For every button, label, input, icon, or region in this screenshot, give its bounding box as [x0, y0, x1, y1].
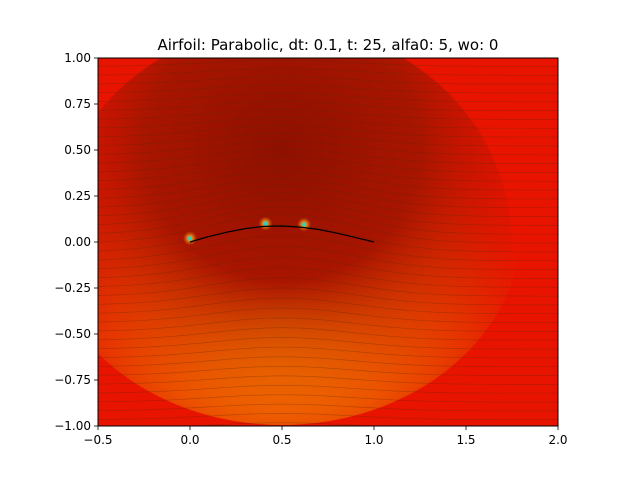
x-tick-label: 2.0 [548, 433, 567, 447]
streamline [98, 375, 558, 385]
streamline [98, 84, 558, 94]
streamline [98, 317, 558, 332]
streamlines [98, 59, 558, 426]
x-tick-label: 0.0 [180, 433, 199, 447]
y-axis: −1.00 −0.75 −0.50 −0.25 0.00 0.25 0.50 0.75 1.00 [54, 51, 98, 433]
streamline [98, 256, 558, 279]
streamline [98, 346, 558, 359]
x-tick-label: 1.5 [456, 433, 475, 447]
streamline [98, 403, 558, 412]
streamline [98, 140, 558, 156]
streamline [183, 422, 381, 426]
hot-spot-marker [188, 236, 192, 241]
streamline [98, 100, 558, 111]
streamline [98, 206, 558, 235]
x-tick-label: −0.5 [83, 433, 112, 447]
streamline [98, 267, 558, 288]
streamline [98, 68, 558, 76]
streamline [98, 413, 558, 421]
streamline [98, 224, 558, 253]
y-tick-label: −0.75 [54, 373, 91, 387]
streamline [98, 277, 558, 297]
streamline [98, 59, 558, 67]
streamline [98, 199, 558, 226]
streamline [98, 185, 558, 209]
plot-area [98, 58, 558, 426]
streamline [98, 192, 558, 217]
streamline [98, 337, 558, 350]
streamline [98, 394, 558, 403]
streamline [98, 148, 558, 164]
streamline [98, 356, 558, 368]
streamline [98, 307, 558, 323]
y-tick-label: 0.25 [64, 189, 91, 203]
y-tick-label: 1.00 [64, 51, 91, 65]
streamline [98, 297, 558, 315]
chart-title: Airfoil: Parabolic, dt: 0.1, t: 25, alfa… [158, 36, 499, 54]
streamline [98, 108, 558, 120]
heatmap-low-field [98, 58, 512, 426]
streamline [98, 213, 558, 244]
streamline [98, 163, 558, 182]
y-tick-label: 0.75 [64, 97, 91, 111]
x-axis: −0.5 0.0 0.5 1.0 1.5 2.0 [83, 426, 568, 447]
streamline [98, 171, 558, 191]
y-tick-label: 0.00 [64, 235, 91, 249]
streamline [98, 384, 558, 394]
streamline [98, 92, 558, 103]
x-tick-label: 0.5 [272, 433, 291, 447]
streamline [98, 76, 558, 85]
y-tick-label: −1.00 [54, 419, 91, 433]
hot-spot-marker [302, 222, 307, 227]
streamline [98, 132, 558, 147]
streamline [98, 246, 558, 270]
y-tick-label: −0.25 [54, 281, 91, 295]
x-tick-label: 1.0 [364, 433, 383, 447]
streamline [98, 178, 558, 200]
streamline [98, 327, 558, 341]
airfoil-line [189, 225, 375, 243]
y-tick-label: 0.50 [64, 143, 91, 157]
streamline [98, 116, 558, 129]
streamline [98, 287, 558, 306]
streamline [98, 366, 558, 376]
streamline [98, 156, 558, 173]
streamline [98, 124, 558, 138]
hot-spot-marker [263, 221, 268, 226]
y-tick-label: −0.50 [54, 327, 91, 341]
streamline [98, 235, 558, 262]
